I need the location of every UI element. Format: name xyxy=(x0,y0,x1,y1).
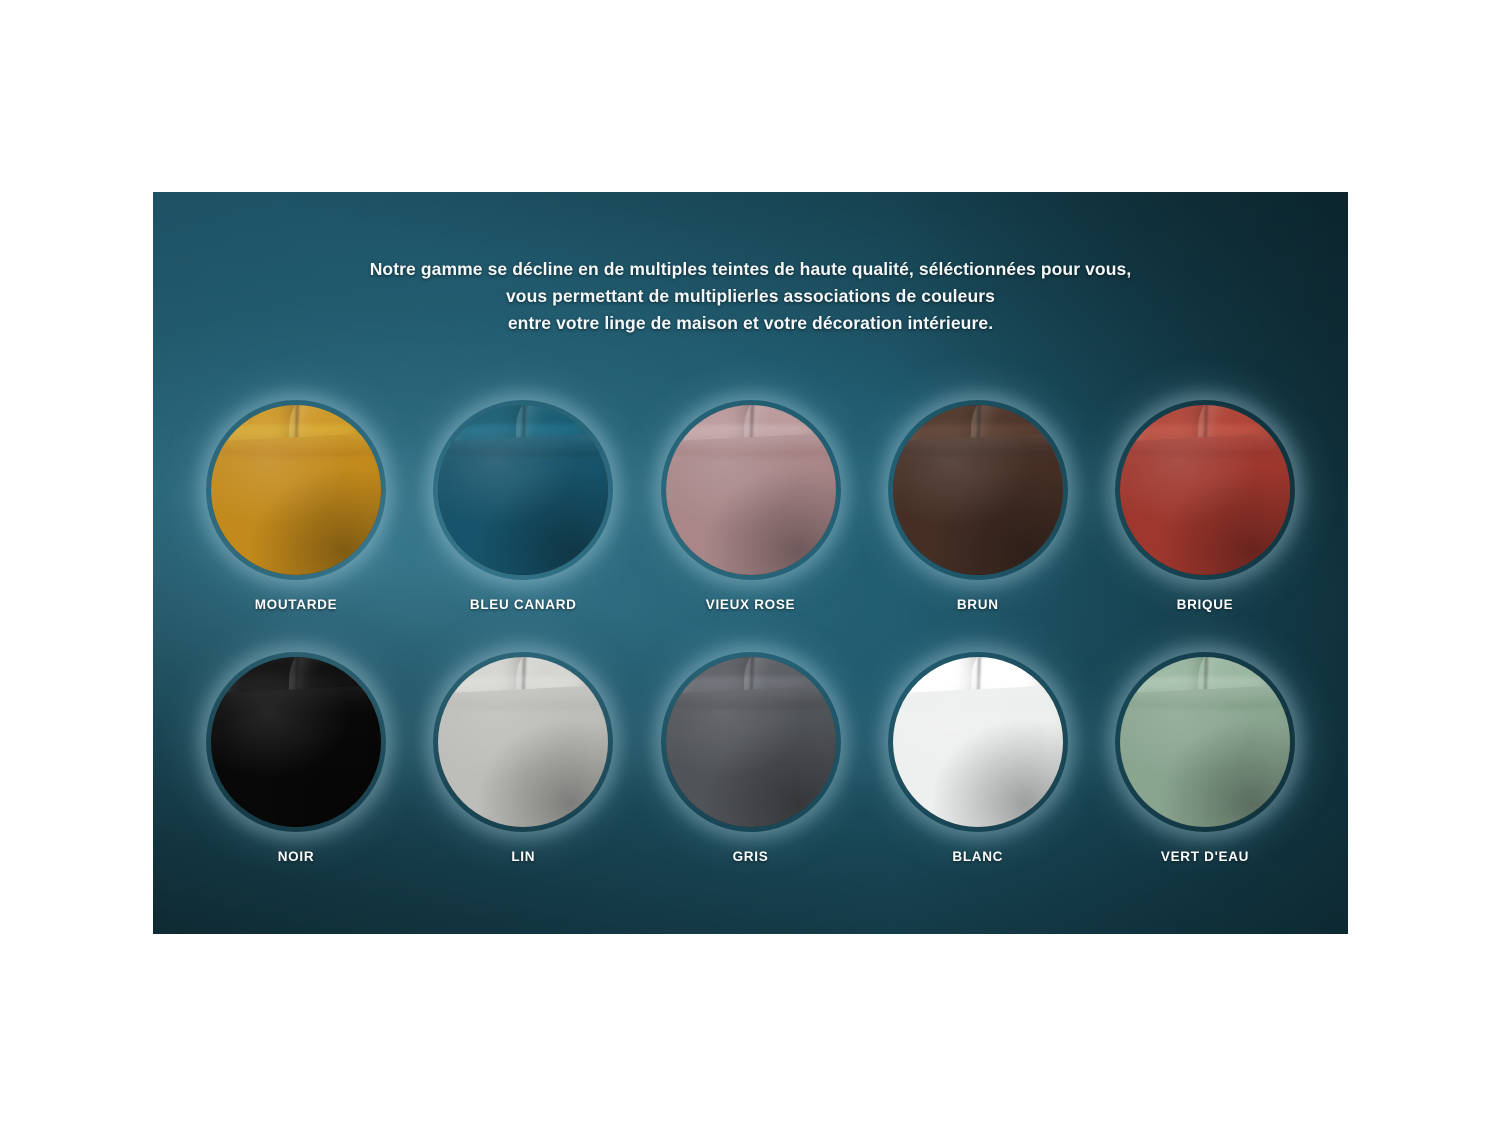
swatch-vert-d-eau[interactable]: VERT D'EAU xyxy=(1112,649,1298,864)
swatch-label: GRIS xyxy=(732,849,769,864)
bed-image xyxy=(438,657,609,827)
headline-line-2: vous permettant de multiplierles associa… xyxy=(505,286,996,306)
swatch-moutarde[interactable]: MOUTARDE xyxy=(203,397,389,612)
swatch-disc-wrap[interactable] xyxy=(203,397,389,583)
swatch-row-1: MOUTARDE xyxy=(203,397,1298,612)
bed-photo-gris[interactable] xyxy=(665,657,836,827)
swatch-label: BRUN xyxy=(956,597,999,612)
swatch-noir[interactable]: NOIR xyxy=(203,649,389,864)
swatch-disc-wrap[interactable] xyxy=(430,397,616,583)
bed-photo-bleu-canard[interactable] xyxy=(438,405,609,575)
swatch-gris[interactable]: GRIS xyxy=(658,649,844,864)
fitted-sheet xyxy=(211,683,381,827)
swatch-disc-wrap[interactable] xyxy=(885,397,1071,583)
swatch-label: VIEUX ROSE xyxy=(705,597,796,612)
swatch-label: VERT D'EAU xyxy=(1160,849,1250,864)
swatch-label: BLEU CANARD xyxy=(469,597,577,612)
bed-image xyxy=(892,405,1063,575)
swatch-label: LIN xyxy=(511,849,536,864)
swatch-disc-wrap[interactable] xyxy=(658,649,844,835)
bed-image xyxy=(211,405,381,575)
headline-line-1: Notre gamme se décline en de multiples t… xyxy=(369,259,1132,279)
bed-photo-noir[interactable] xyxy=(211,657,381,827)
sheet-top-edge xyxy=(438,677,609,709)
bed-image xyxy=(438,405,609,575)
sheet-top-edge xyxy=(438,425,609,457)
swatch-label: BLANC xyxy=(952,849,1004,864)
sheet-top-edge xyxy=(665,677,836,709)
color-range-panel: Notre gamme se décline en de multiples t… xyxy=(153,192,1348,934)
bed-image xyxy=(1120,657,1290,827)
swatch-disc-wrap[interactable] xyxy=(203,649,389,835)
bed-image xyxy=(665,657,836,827)
fitted-sheet xyxy=(438,431,609,575)
swatch-disc-wrap[interactable] xyxy=(658,397,844,583)
color-swatch-grid: MOUTARDE xyxy=(203,397,1298,864)
bed-photo-brique[interactable] xyxy=(1120,405,1290,575)
swatch-label: MOUTARDE xyxy=(254,597,338,612)
fitted-sheet xyxy=(1120,431,1290,575)
fitted-sheet xyxy=(1120,683,1290,827)
headline-line-3: entre votre linge de maison et votre déc… xyxy=(507,313,994,333)
swatch-brique[interactable]: BRIQUE xyxy=(1112,397,1298,612)
bed-photo-vert-d-eau[interactable] xyxy=(1120,657,1290,827)
fitted-sheet xyxy=(665,683,836,827)
fitted-sheet xyxy=(665,431,836,575)
swatch-label: BRIQUE xyxy=(1176,597,1234,612)
swatch-disc-wrap[interactable] xyxy=(1112,649,1298,835)
fitted-sheet xyxy=(892,683,1063,827)
swatch-disc-wrap[interactable] xyxy=(430,649,616,835)
swatch-disc-wrap[interactable] xyxy=(885,649,1071,835)
fitted-sheet xyxy=(211,431,381,575)
fitted-sheet xyxy=(438,683,609,827)
swatch-vieux-rose[interactable]: VIEUX ROSE xyxy=(658,397,844,612)
bed-photo-blanc[interactable] xyxy=(892,657,1063,827)
sheet-top-edge xyxy=(892,677,1063,709)
bed-image xyxy=(1120,405,1290,575)
bed-photo-moutarde[interactable] xyxy=(211,405,381,575)
swatch-bleu-canard[interactable]: BLEU CANARD xyxy=(430,397,616,612)
swatch-lin[interactable]: LIN xyxy=(430,649,616,864)
bed-image xyxy=(211,657,381,827)
bed-photo-brun[interactable] xyxy=(892,405,1063,575)
headline-text: Notre gamme se décline en de multiples t… xyxy=(153,256,1348,337)
sheet-top-edge xyxy=(211,425,381,457)
bed-photo-vieux-rose[interactable] xyxy=(665,405,836,575)
swatch-row-2: NOIR xyxy=(203,649,1298,864)
bed-image xyxy=(892,657,1063,827)
swatch-blanc[interactable]: BLANC xyxy=(885,649,1071,864)
sheet-top-edge xyxy=(892,425,1063,457)
sheet-top-edge xyxy=(1120,425,1290,457)
fitted-sheet xyxy=(892,431,1063,575)
sheet-top-edge xyxy=(1120,677,1290,709)
sheet-top-edge xyxy=(665,425,836,457)
swatch-disc-wrap[interactable] xyxy=(1112,397,1298,583)
bed-photo-lin[interactable] xyxy=(438,657,609,827)
sheet-top-edge xyxy=(211,677,381,709)
swatch-brun[interactable]: BRUN xyxy=(885,397,1071,612)
bed-image xyxy=(665,405,836,575)
swatch-label: NOIR xyxy=(277,849,315,864)
